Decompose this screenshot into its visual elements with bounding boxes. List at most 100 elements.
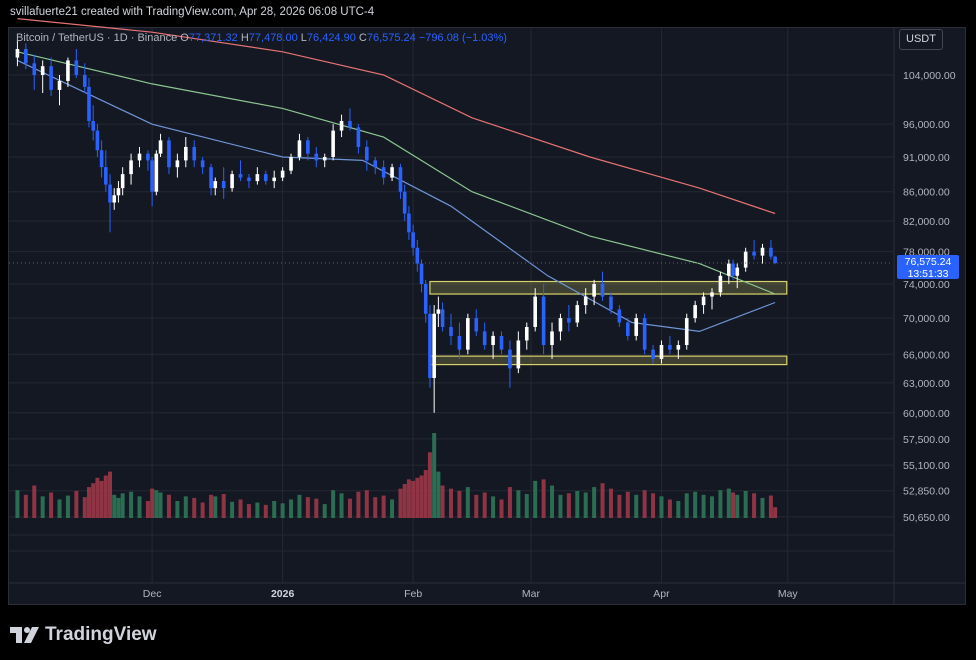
time-tick-label: Feb bbox=[404, 588, 422, 600]
candle-body bbox=[482, 331, 487, 346]
close-label: C bbox=[358, 32, 367, 44]
candle-body bbox=[423, 284, 428, 314]
price-tick-label: 57,500.00 bbox=[903, 434, 950, 446]
change-value: −796.08 (−1.03%) bbox=[418, 32, 507, 44]
time-tick-label: Dec bbox=[143, 588, 162, 600]
candle-body bbox=[247, 177, 251, 182]
volume-bar bbox=[659, 496, 664, 518]
candle-body bbox=[129, 160, 133, 175]
candle-body bbox=[280, 170, 285, 178]
support-zone bbox=[429, 355, 788, 366]
candle-body bbox=[272, 177, 276, 182]
candle-body bbox=[457, 335, 462, 350]
volume-bar bbox=[23, 494, 28, 518]
candle-body bbox=[634, 318, 639, 336]
candles bbox=[15, 40, 777, 413]
volume-bar bbox=[347, 498, 352, 518]
volume-bar bbox=[57, 499, 62, 518]
candle-body bbox=[348, 120, 352, 128]
volume-bar bbox=[116, 497, 121, 518]
candle-body bbox=[116, 188, 121, 196]
candle-body bbox=[104, 167, 108, 185]
candle-body bbox=[693, 305, 697, 319]
candle-body bbox=[184, 146, 188, 161]
volume-bar bbox=[166, 494, 171, 518]
currency-button[interactable]: USDT bbox=[899, 29, 943, 50]
candle-body bbox=[297, 140, 302, 158]
volume-bar bbox=[465, 487, 470, 518]
volume-bar bbox=[752, 493, 757, 518]
candle-body bbox=[390, 167, 394, 178]
volume-bar bbox=[289, 499, 294, 518]
volume-bar bbox=[322, 504, 327, 518]
volume-bar bbox=[743, 490, 748, 518]
tradingview-logo[interactable]: TradingView bbox=[10, 624, 157, 646]
candle-body bbox=[32, 63, 37, 75]
candle-body bbox=[289, 157, 293, 171]
price-tick-label: 91,000.00 bbox=[903, 152, 950, 164]
symbol-name[interactable]: Bitcoin / TetherUS · 1D · Binance bbox=[16, 32, 178, 44]
volume-bar bbox=[735, 494, 740, 518]
candle-body bbox=[411, 232, 415, 248]
candle-body bbox=[499, 335, 504, 350]
volume-bar bbox=[592, 487, 597, 518]
volume-bar bbox=[507, 487, 512, 518]
volume-bar bbox=[575, 490, 580, 518]
volume-bar bbox=[49, 492, 54, 518]
time-axis[interactable]: Dec 2026 Feb Mar Apr May bbox=[143, 588, 799, 600]
price-axis[interactable]: 104,000.00 96,000.00 91,000.00 86,000.00 82,… bbox=[903, 70, 956, 524]
volume-bar bbox=[634, 494, 639, 518]
bar-countdown: 13:51:33 bbox=[907, 268, 949, 280]
candle-body bbox=[331, 130, 335, 158]
volume-bar bbox=[524, 494, 529, 518]
candle-body bbox=[146, 153, 150, 161]
candle-body bbox=[592, 284, 596, 297]
price-tick-label: 74,000.00 bbox=[903, 279, 950, 291]
volume-bar bbox=[709, 496, 714, 518]
candle-body bbox=[642, 318, 647, 350]
volume-bar bbox=[192, 497, 197, 518]
volume-bar bbox=[427, 452, 432, 518]
volume-bar bbox=[175, 501, 180, 518]
volume-bar bbox=[773, 507, 778, 518]
volume-bar bbox=[99, 480, 104, 518]
candle-body bbox=[769, 247, 773, 257]
volume-bar bbox=[440, 485, 445, 518]
volume-bar bbox=[533, 480, 538, 518]
tradingview-logo-text: TradingView bbox=[45, 624, 157, 645]
volume-bar bbox=[158, 492, 163, 518]
candle-body bbox=[558, 318, 563, 332]
volume-bar bbox=[103, 475, 108, 518]
volume-bar bbox=[356, 491, 361, 518]
volume-bar bbox=[200, 502, 205, 518]
candle-body bbox=[600, 284, 605, 297]
volume-bar bbox=[137, 496, 142, 518]
time-tick-label: Mar bbox=[522, 588, 541, 600]
candle-body bbox=[95, 130, 100, 151]
candle-body bbox=[743, 251, 748, 268]
low-value: 76,424.90 bbox=[306, 32, 356, 44]
volume-bar bbox=[768, 495, 773, 518]
candle-body bbox=[99, 150, 104, 168]
candle-body bbox=[466, 318, 470, 350]
volume-bar bbox=[230, 501, 235, 518]
price-tick-label: 96,000.00 bbox=[903, 119, 950, 131]
candle-body bbox=[213, 181, 218, 189]
price-tick-label: 86,000.00 bbox=[903, 187, 950, 199]
candle-body bbox=[550, 331, 554, 346]
candle-body bbox=[49, 66, 53, 90]
open-label: O bbox=[180, 32, 189, 44]
volume-bar bbox=[684, 493, 689, 518]
candle-body bbox=[263, 174, 268, 182]
candle-body bbox=[15, 48, 20, 58]
volume-bars bbox=[15, 433, 778, 518]
volume-bar bbox=[402, 484, 407, 518]
candle-body bbox=[718, 275, 723, 293]
volume-bar bbox=[145, 501, 150, 518]
last-price-tag: 76,575.24 13:51:33 bbox=[897, 255, 959, 280]
close-value: 76,575.24 bbox=[366, 32, 416, 44]
candle-body bbox=[108, 184, 112, 203]
candle-body bbox=[415, 247, 420, 264]
tradingview-logo-icon bbox=[10, 627, 39, 643]
